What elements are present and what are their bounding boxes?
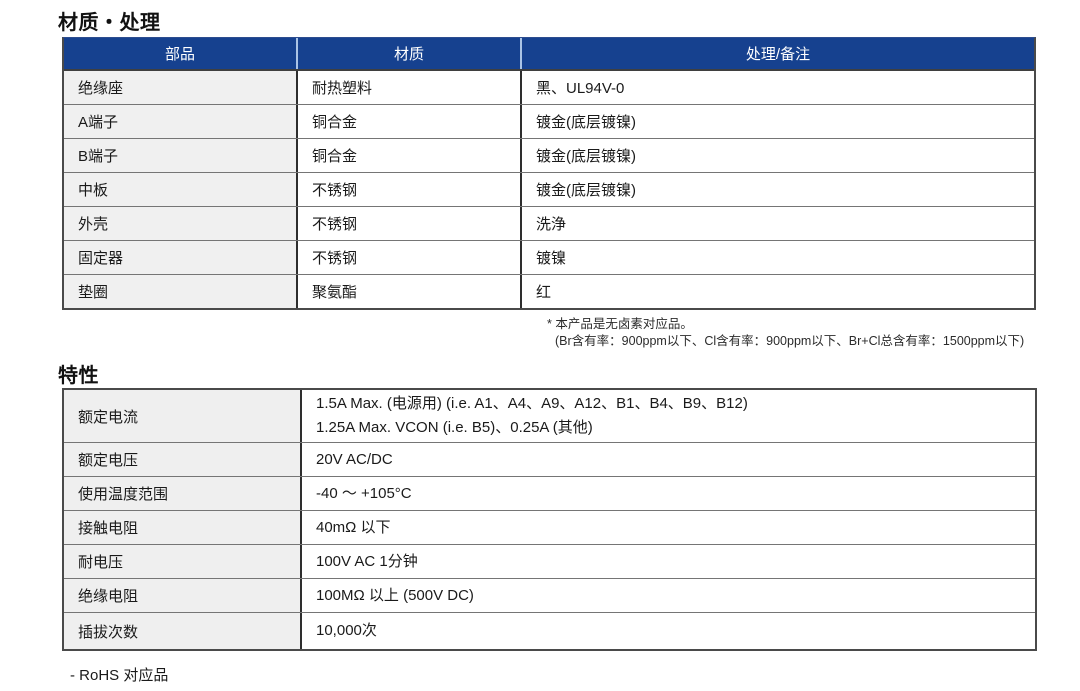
spec-value: 10,000次 (316, 622, 377, 639)
table-row: 使用温度范围 -40 ～ +105°C (64, 476, 1035, 510)
spec-value: 20V AC/DC (316, 450, 393, 468)
cell-material: 聚氨酯 (298, 275, 522, 308)
table-row: 绝缘电阻 100MΩ 以上 (500V DC) (64, 578, 1035, 612)
table-row: 固定器 不锈钢 镀镍 (64, 240, 1034, 274)
cell-treatment: 镀金(底层镀镍) (522, 173, 1034, 206)
table-row: 中板 不锈钢 镀金(底层镀镍) (64, 172, 1034, 206)
material-table: 部品 材质 处理/备注 绝缘座 耐热塑料 黑、UL94V-0 A端子 铜合金 镀… (62, 37, 1036, 310)
cell-part: 垫圈 (64, 275, 298, 308)
header-treatment: 处理/备注 (745, 46, 811, 63)
cell-material: 铜合金 (298, 105, 522, 138)
cell-treatment: 镀镍 (522, 241, 1034, 274)
material-section-title: 材质・处理 (58, 12, 161, 34)
cell-part: 外壳 (64, 207, 298, 240)
cell-treatment: 洗浄 (522, 207, 1034, 240)
material-table-header-row: 部品 材质 处理/备注 (64, 38, 1034, 69)
table-row: A端子 铜合金 镀金(底层镀镍) (64, 104, 1034, 138)
cell-treatment: 黑、UL94V-0 (522, 71, 1034, 104)
table-row: 额定电压 20V AC/DC (64, 442, 1035, 476)
table-row: 绝缘座 耐热塑料 黑、UL94V-0 (64, 69, 1034, 104)
cell-material: 不锈钢 (298, 207, 522, 240)
table-row: 插拔次数 10,000次 (64, 612, 1035, 649)
table-row: 耐电压 100V AC 1分钟 (64, 544, 1035, 578)
header-part: 部品 (64, 38, 298, 69)
spec-label: 插拔次数 (64, 613, 302, 649)
table-row: B端子 铜合金 镀金(底层镀镍) (64, 138, 1034, 172)
spec-label: 绝缘电阻 (64, 579, 302, 612)
cell-treatment: 镀金(底层镀镍) (522, 105, 1034, 138)
cell-part: 固定器 (64, 241, 298, 274)
spec-label: 额定电流 (64, 390, 302, 442)
spec-label: 额定电压 (64, 443, 302, 476)
spec-value-line: 1.5A Max. (电源用) (i.e. A1、A4、A9、A12、B1、B4… (316, 395, 748, 412)
footnote-line: (Br含有率：900ppm以下、Cl含有率：900ppm以下、Br+Cl总含有率… (555, 333, 1025, 348)
cell-material: 耐热塑料 (298, 71, 522, 104)
cell-part: 中板 (64, 173, 298, 206)
cell-part: B端子 (64, 139, 298, 172)
spec-value: 100MΩ 以上 (500V DC) (316, 586, 474, 604)
spec-label: 耐电压 (64, 545, 302, 578)
header-material: 材质 (298, 38, 522, 69)
spec-table: 额定电流 1.5A Max. (电源用) (i.e. A1、A4、A9、A12、… (62, 388, 1037, 651)
cell-material: 铜合金 (298, 139, 522, 172)
halogen-free-footnote: * 本产品是无卤素对应品。 (Br含有率：900ppm以下、Cl含有率：900p… (547, 316, 1024, 349)
table-row: 接触电阻 40mΩ 以下 (64, 510, 1035, 544)
spec-label: 接触电阻 (64, 511, 302, 544)
spec-section-title: 特性 (58, 365, 99, 387)
table-row: 垫圈 聚氨酯 红 (64, 274, 1034, 308)
cell-material: 不锈钢 (298, 241, 522, 274)
cell-part: 绝缘座 (64, 71, 298, 104)
spec-value: 1.5A Max. (电源用) (i.e. A1、A4、A9、A12、B1、B4… (302, 390, 1035, 442)
cell-treatment: 镀金(底层镀镍) (522, 139, 1034, 172)
spec-value-line: 1.25A Max. VCON (i.e. B5)、0.25A (其他) (316, 419, 593, 436)
cell-part: A端子 (64, 105, 298, 138)
table-row: 外壳 不锈钢 洗浄 (64, 206, 1034, 240)
cell-treatment: 红 (522, 275, 1034, 308)
footnote-line: * 本产品是无卤素对应品。 (547, 317, 693, 331)
spec-label: 使用温度范围 (64, 477, 302, 510)
spec-value: -40 ～ +105°C (316, 484, 412, 502)
table-row: 额定电流 1.5A Max. (电源用) (i.e. A1、A4、A9、A12、… (64, 390, 1035, 442)
spec-value: 100V AC 1分钟 (316, 552, 418, 570)
spec-value: 40mΩ 以下 (316, 518, 391, 536)
cell-material: 不锈钢 (298, 173, 522, 206)
rohs-compliance-note: - RoHS 对应品 (70, 667, 169, 684)
